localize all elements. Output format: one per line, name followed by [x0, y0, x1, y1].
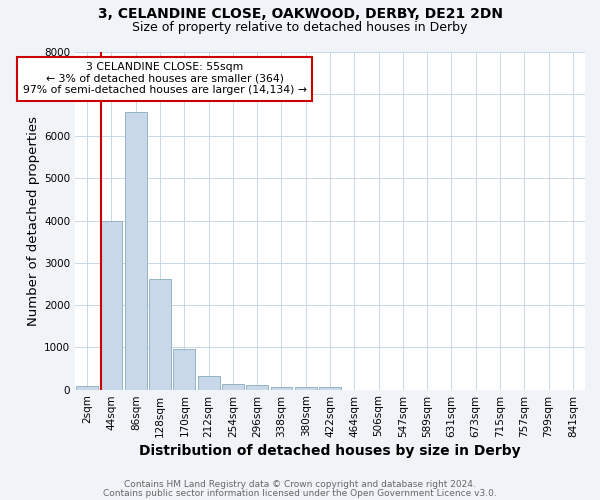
- Y-axis label: Number of detached properties: Number of detached properties: [27, 116, 40, 326]
- Text: Size of property relative to detached houses in Derby: Size of property relative to detached ho…: [133, 21, 467, 34]
- Bar: [222, 384, 244, 390]
- Bar: [76, 386, 98, 390]
- Text: 3 CELANDINE CLOSE: 55sqm
← 3% of detached houses are smaller (364)
97% of semi-d: 3 CELANDINE CLOSE: 55sqm ← 3% of detache…: [23, 62, 307, 96]
- Bar: [173, 349, 195, 390]
- Bar: [271, 386, 292, 390]
- X-axis label: Distribution of detached houses by size in Derby: Distribution of detached houses by size …: [139, 444, 521, 458]
- Text: Contains public sector information licensed under the Open Government Licence v3: Contains public sector information licen…: [103, 490, 497, 498]
- Bar: [295, 387, 317, 390]
- Bar: [149, 279, 171, 390]
- Bar: [319, 388, 341, 390]
- Bar: [197, 376, 220, 390]
- Text: Contains HM Land Registry data © Crown copyright and database right 2024.: Contains HM Land Registry data © Crown c…: [124, 480, 476, 489]
- Bar: [125, 112, 147, 390]
- Bar: [101, 220, 122, 390]
- Text: 3, CELANDINE CLOSE, OAKWOOD, DERBY, DE21 2DN: 3, CELANDINE CLOSE, OAKWOOD, DERBY, DE21…: [97, 8, 503, 22]
- Bar: [246, 386, 268, 390]
